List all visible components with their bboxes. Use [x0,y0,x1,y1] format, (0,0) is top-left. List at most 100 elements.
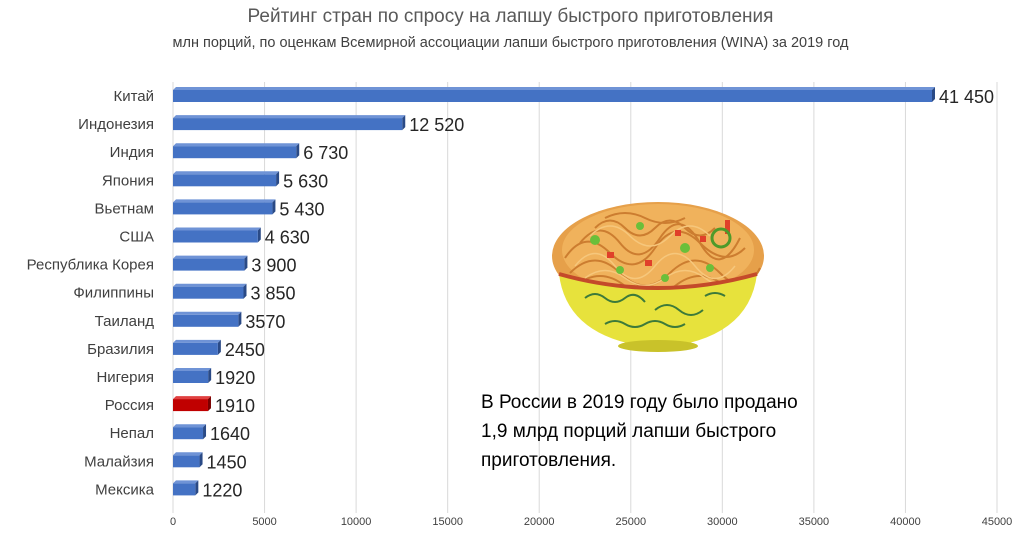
value-label: 3570 [245,312,285,332]
bars [173,87,935,496]
value-label: 1450 [207,452,247,472]
bar [173,311,242,327]
bar-top-face [173,199,276,203]
chart-subtitle: млн порций, по оценкам Всемирной ассоциа… [172,35,849,51]
bar-top-face [173,452,203,456]
noodle-bowl-icon [552,202,764,352]
x-tick-label: 10000 [341,516,372,528]
bar-front-face [173,455,200,468]
value-label: 5 630 [283,171,328,191]
bar-front-face [173,202,273,215]
value-label: 1640 [210,424,250,444]
bar [173,143,300,159]
bar-front-face [173,258,245,271]
category-label: США [119,229,154,246]
bar-front-face [173,427,204,440]
bar-front-face [173,371,209,383]
x-axis-ticks: 0 5000 10000 15000 20000 25000 30000 35000 40000… [170,516,1012,528]
bar-top-face [173,255,248,259]
bar-top-face [173,424,207,428]
bar-side-face [402,115,406,131]
labels: Китай 41 450 Индонезия 12 520 Индия 6 730 Япон… [27,87,994,500]
bar-top-face [173,227,261,231]
bar [173,424,207,440]
bar-front-face [173,399,208,412]
bar-front-face [173,286,244,299]
value-label: 2450 [225,340,265,360]
bar-side-face [272,199,276,215]
value-label: 1220 [202,480,242,500]
chart-title: Рейтинг стран по спросу на лапшу быстрог… [247,6,774,27]
category-label: Индия [110,144,154,161]
category-label: Вьетнам [95,200,154,217]
bar-side-face [276,171,280,187]
bar-front-face [173,483,196,496]
bar [173,199,276,215]
x-tick-label: 20000 [524,516,555,528]
bar-side-face [203,424,207,440]
value-label: 41 450 [939,87,994,107]
value-label: 5 430 [279,199,324,219]
bar-side-face [207,396,211,412]
bar-front-face [173,230,258,243]
bar [173,115,406,131]
x-tick-label: 5000 [252,516,276,528]
bar-top-face [173,143,300,147]
value-label: 12 520 [409,115,464,135]
bar-side-face [243,283,247,299]
x-tick-label: 30000 [707,516,738,528]
bar-side-face [931,87,935,102]
category-label: Китай [113,88,154,105]
category-label: Индонезия [78,116,154,133]
bar [173,87,935,102]
x-tick-label: 35000 [799,516,830,528]
x-tick-label: 0 [170,516,176,528]
bar-front-face [173,90,932,102]
bar-side-face [296,143,300,159]
bar-top-face [173,480,199,484]
bar-highlight [173,396,211,412]
category-label: Бразилия [87,341,154,358]
value-label: 4 630 [265,228,310,248]
bar-front-face [173,118,403,131]
value-label: 1910 [215,396,255,416]
category-label: Нигерия [96,369,154,386]
bar-side-face [208,368,212,383]
category-label: Таиланд [95,313,155,330]
bar [173,171,280,187]
bar-top-face [173,339,221,343]
bar-front-face [173,314,239,327]
value-label: 1920 [215,368,255,388]
category-label: Филиппины [73,285,154,302]
x-tick-label: 25000 [615,516,646,528]
category-label: Россия [105,397,154,414]
bar-top-face [173,171,280,175]
x-tick-label: 45000 [982,516,1013,528]
annotation-text: В России в 2019 году было продано 1,9 мл… [481,392,798,471]
category-label: Малайзия [84,453,154,470]
bar-front-face [173,174,277,187]
bar-top-face [173,368,212,371]
bar-side-face [257,227,261,243]
bar-top-face [173,396,211,400]
category-label: Республика Корея [27,257,154,274]
bar-side-face [217,339,221,355]
bar [173,480,199,496]
bar-top-face [173,87,935,90]
bar-top-face [173,283,247,287]
bar [173,227,261,243]
bar-side-face [195,480,199,496]
bar-side-face [238,311,242,327]
category-label: Мексика [95,481,155,498]
value-label: 3 850 [250,284,295,304]
value-label: 6 730 [303,143,348,163]
bar-top-face [173,115,406,119]
x-tick-label: 15000 [432,516,463,528]
bar-front-face [173,342,218,355]
bar-front-face [173,146,297,159]
bar-side-face [199,452,203,468]
bar [173,339,221,355]
bar [173,368,212,383]
bar [173,255,248,271]
bar [173,452,203,468]
